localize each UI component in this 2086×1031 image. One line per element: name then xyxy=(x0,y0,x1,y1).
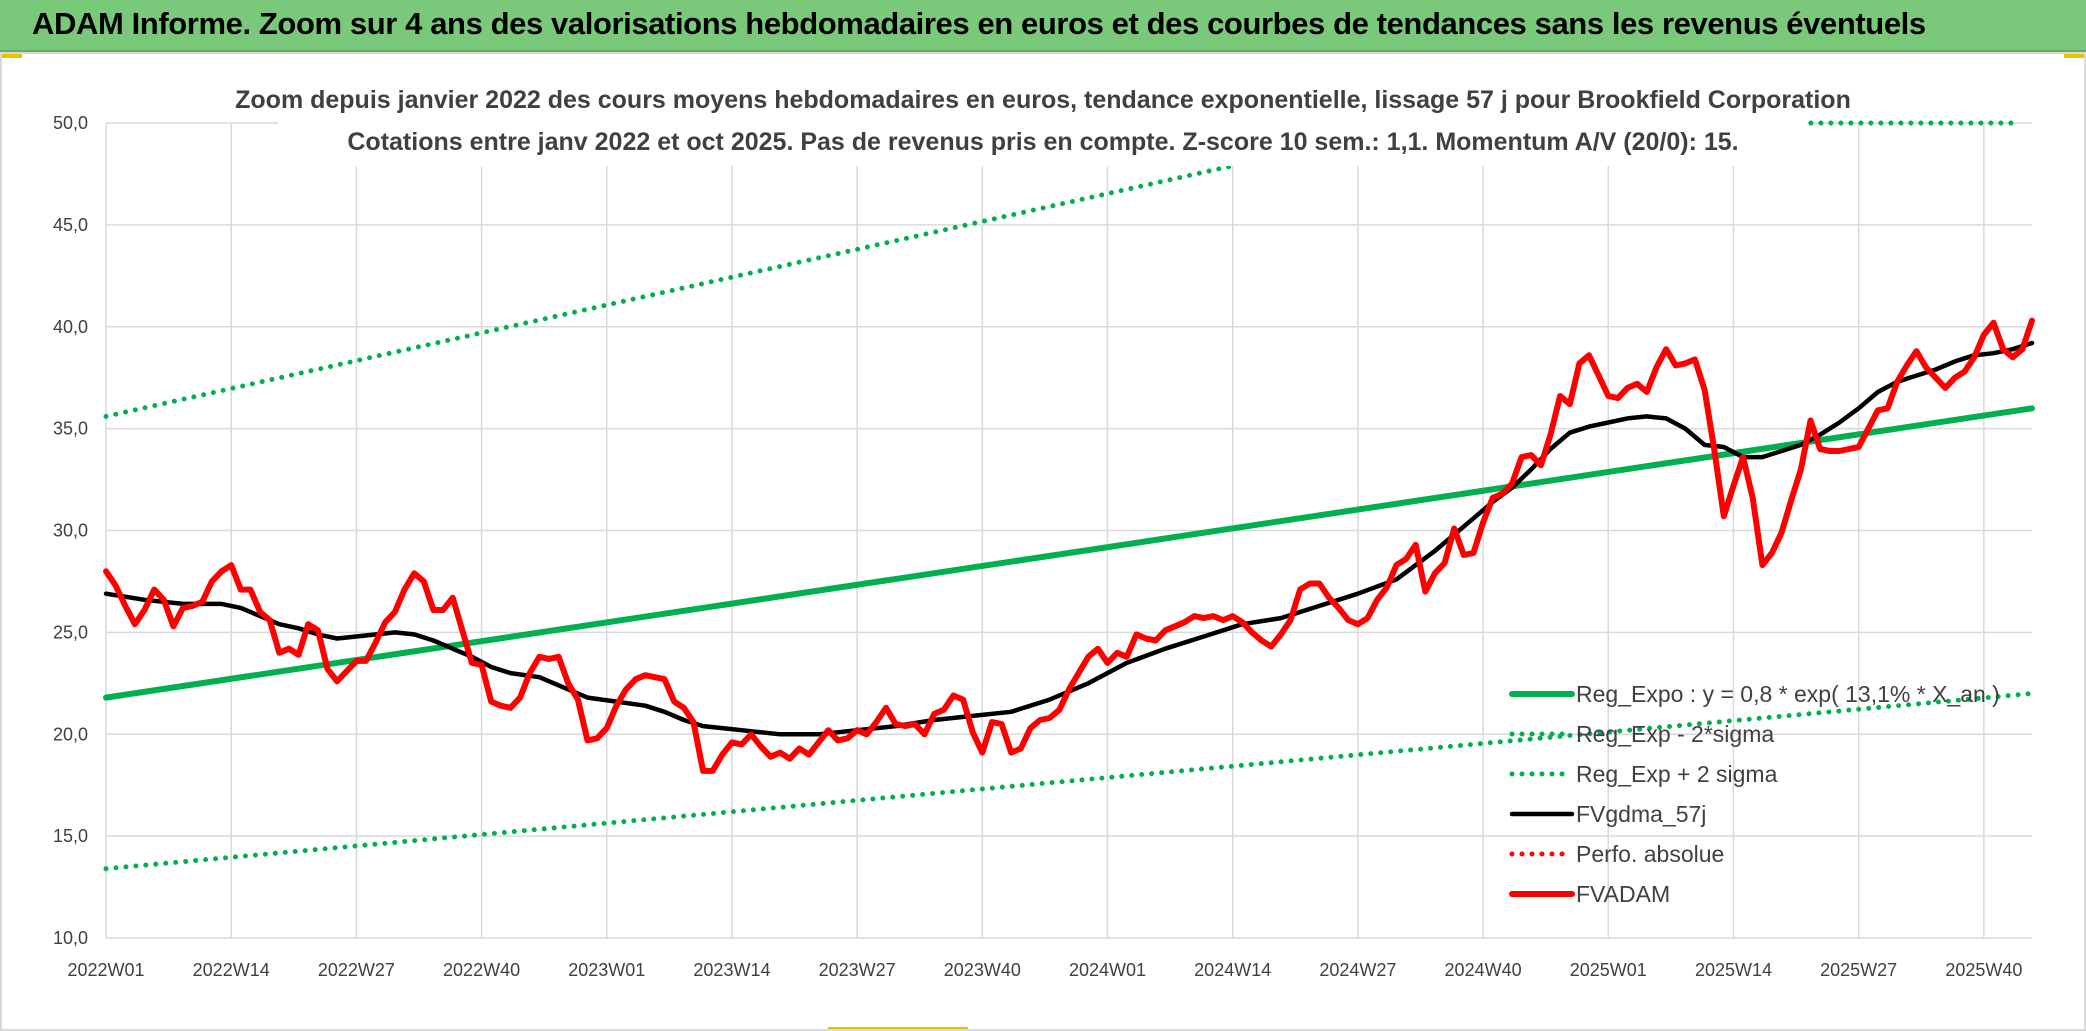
x-tick-label: 2023W14 xyxy=(693,960,770,980)
x-tick-label: 2022W40 xyxy=(443,960,520,980)
x-tick-label: 2025W27 xyxy=(1820,960,1897,980)
legend-label: FVADAM xyxy=(1576,881,1670,907)
legend-label: Reg_Exp - 2*sigma xyxy=(1576,721,1774,747)
x-tick-label: 2025W14 xyxy=(1695,960,1772,980)
series-reg-expo-y-0-8-exp-13-1-x-an-line xyxy=(103,405,2035,701)
legend-label: Reg_Expo : y = 0,8 * exp( 13,1% * X_an ) xyxy=(1576,681,2000,707)
chart-title: Zoom depuis janvier 2022 des cours moyen… xyxy=(235,86,1851,114)
chart-subtitle: Cotations entre janv 2022 et oct 2025. P… xyxy=(347,128,1738,156)
chart-frame xyxy=(0,52,2086,1031)
y-tick-label: 35,0 xyxy=(53,419,88,439)
x-tick-label: 2022W27 xyxy=(318,960,395,980)
x-tick-label: 2024W14 xyxy=(1194,960,1271,980)
x-tick-label: 2023W40 xyxy=(944,960,1021,980)
x-tick-label: 2022W14 xyxy=(193,960,270,980)
x-tick-label: 2024W40 xyxy=(1445,960,1522,980)
chart-title-bg xyxy=(278,78,1808,166)
series-reg-exp-2-sigma-line xyxy=(103,691,2035,872)
chart-axes: 10,0 15,0 20,0 25,0 30,0 35,0 40,0 45,0 50,0 2022… xyxy=(53,113,2022,980)
x-tick-label: 2024W01 xyxy=(1069,960,1146,980)
x-tick-label: 2023W01 xyxy=(568,960,645,980)
chart-legend: Reg_Expo : y = 0,8 * exp( 13,1% * X_an )… xyxy=(1509,681,2000,907)
y-tick-label: 45,0 xyxy=(53,215,88,235)
y-tick-label: 15,0 xyxy=(53,826,88,846)
legend-label: Reg_Exp + 2 sigma xyxy=(1576,761,1778,787)
y-tick-label: 25,0 xyxy=(53,622,88,642)
y-tick-label: 20,0 xyxy=(53,724,88,744)
series-fvadam-line xyxy=(103,317,2035,774)
series-fvgdma-57j-line xyxy=(103,340,2035,737)
accent-bar-right xyxy=(2064,52,2086,58)
x-tick-label: 2025W01 xyxy=(1570,960,1647,980)
y-tick-label: 30,0 xyxy=(53,521,88,541)
chart-grid xyxy=(105,122,2032,939)
header-banner: ADAM Informe. Zoom sur 4 ans des valoris… xyxy=(0,0,2086,52)
series-reg-exp-2-sigma-line xyxy=(103,163,1236,419)
x-tick-label: 2024W27 xyxy=(1319,960,1396,980)
x-tick-label: 2022W01 xyxy=(67,960,144,980)
y-tick-label: 40,0 xyxy=(53,317,88,337)
accent-bar-left xyxy=(0,52,22,58)
page-title: ADAM Informe. Zoom sur 4 ans des valoris… xyxy=(32,6,1926,41)
x-tick-label: 2025W40 xyxy=(1945,960,2022,980)
y-tick-label: 50,0 xyxy=(53,113,88,133)
chart-series xyxy=(103,120,2035,872)
x-tick-label: 2023W27 xyxy=(819,960,896,980)
legend-label: FVgdma_57j xyxy=(1576,801,1706,827)
y-tick-label: 10,0 xyxy=(53,928,88,948)
legend-label: Perfo. absolue xyxy=(1576,841,1724,867)
